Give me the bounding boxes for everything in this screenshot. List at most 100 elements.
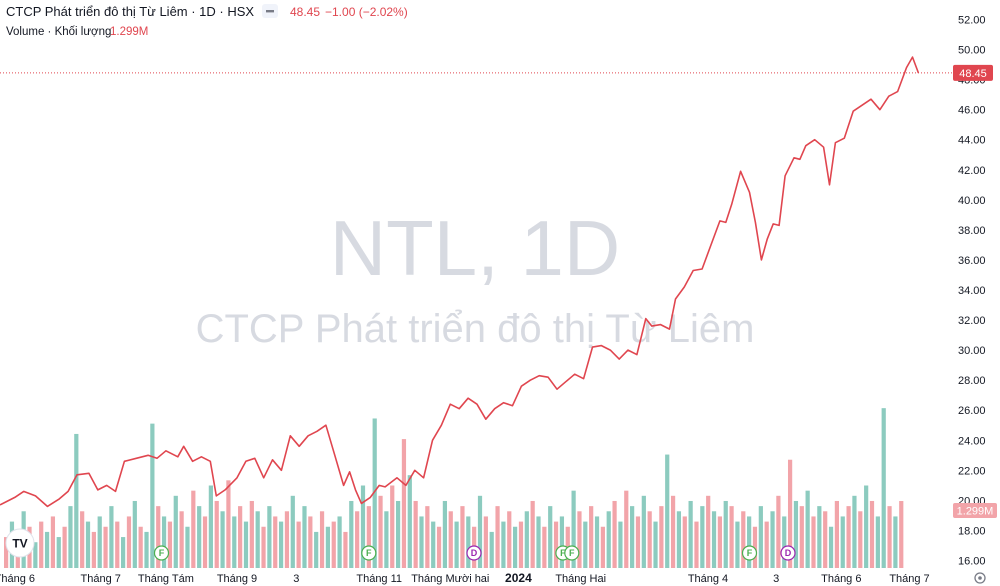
x-tick-label: Tháng Hai (555, 573, 606, 585)
volume-bar (483, 516, 488, 568)
volume-bar (542, 526, 547, 568)
volume-bar (126, 516, 132, 568)
volume-bar (138, 526, 143, 568)
volume-bar (670, 495, 676, 568)
volume-bar (823, 511, 828, 568)
volume-bar (477, 495, 483, 568)
volume-bar (302, 506, 307, 568)
volume-bar (717, 516, 722, 568)
volume-bar (144, 531, 149, 568)
x-tick-label: Tháng 4 (688, 573, 728, 585)
volume-bar (612, 500, 617, 568)
volume-bar (700, 506, 705, 568)
volume-bar (62, 526, 67, 568)
volume-bar (647, 511, 652, 568)
price-series (0, 56, 954, 508)
volume-bar (325, 526, 330, 568)
settings-gear-icon[interactable] (974, 572, 986, 584)
volume-bar (226, 480, 231, 568)
price-change: −1.00 (−2.02%) (325, 5, 408, 19)
x-tick-label: 3 (293, 573, 299, 585)
volume-bar (401, 439, 407, 568)
volume-bar (343, 531, 348, 568)
volume-bar (132, 500, 137, 568)
last-price-tag (953, 64, 993, 81)
volume-bar (852, 495, 857, 568)
volume-bar (390, 485, 395, 568)
y-tick-label: 52.00 (958, 15, 986, 27)
volume-bar (893, 516, 898, 568)
volume-bar (179, 511, 184, 568)
volume-bar (548, 506, 553, 568)
badge-circle (564, 545, 580, 561)
watermark-name: CTCP Phát triển đô thị Từ Liêm (196, 307, 755, 351)
y-tick-label: 18.00 (958, 525, 986, 537)
y-tick-label: 40.00 (958, 195, 986, 207)
volume-bar (436, 526, 442, 568)
volume-bar (413, 500, 418, 568)
last-volume-tag-text: 1.299M (957, 506, 994, 518)
volume-bar (571, 490, 576, 568)
tradingview-logo[interactable]: TV (5, 528, 35, 558)
volume-bar (618, 521, 623, 568)
volume-bar (694, 521, 699, 568)
volume-bar (589, 506, 594, 568)
volume-bar (869, 500, 875, 568)
volume-bar (747, 516, 752, 568)
volume-bar (97, 516, 102, 568)
badge-circle (153, 545, 170, 561)
minus-icon (266, 10, 274, 13)
volume-bar (624, 490, 629, 568)
price-axis[interactable]: 16.0018.0020.0022.0024.0026.0028.0030.00… (953, 15, 997, 568)
volume-bar (278, 521, 284, 568)
badge-letter: F (569, 548, 575, 558)
volume-bar (115, 521, 120, 568)
badge-letter: D (785, 548, 792, 558)
time-axis[interactable]: Tháng 6 Tháng 7 Tháng Tám Tháng 9 3 Tháng 11 T… (0, 571, 930, 585)
volume-bar (787, 459, 793, 568)
volume-bar (80, 511, 85, 568)
volume-bar (156, 506, 161, 568)
volume-bar (232, 516, 237, 568)
dividend-badge[interactable]: D (466, 545, 482, 561)
x-tick-label: Tháng 9 (217, 573, 257, 585)
badge-circle (780, 545, 796, 561)
volume-bar (33, 542, 38, 568)
financial-badge[interactable]: F (361, 545, 377, 561)
y-tick-label: 28.00 (958, 375, 986, 387)
volume-bar (518, 521, 524, 568)
x-tick-label: Tháng 6 (821, 573, 861, 585)
financial-badge[interactable]: F (153, 545, 170, 561)
volume-legend-label: Volume · Khối lượng (6, 26, 111, 38)
legend-collapse-button[interactable] (262, 4, 278, 18)
volume-bar (448, 511, 453, 568)
volume-bar (507, 511, 512, 568)
symbol-title[interactable]: CTCP Phát triển đô thị Từ Liêm · 1D · HS… (6, 4, 254, 19)
dividend-badge[interactable]: D (780, 545, 796, 561)
volume-bar (875, 516, 880, 568)
volume-bar (513, 526, 518, 568)
x-tick-label: 3 (773, 573, 779, 585)
volume-bar (846, 506, 851, 568)
badge-circle (361, 545, 377, 561)
volume-bar (255, 511, 260, 568)
volume-bar (741, 511, 746, 568)
volume-bar (782, 516, 787, 568)
volume-bar (559, 516, 565, 568)
financial-badge[interactable]: F (741, 545, 758, 561)
volume-bar (197, 506, 202, 568)
volume-bar (173, 495, 178, 568)
volume-bar (296, 521, 301, 568)
price-line (0, 56, 920, 508)
volume-bar (284, 511, 290, 568)
volume-bar (314, 531, 319, 568)
financial-badge[interactable]: F (564, 545, 580, 561)
volume-bar (600, 526, 605, 568)
volume-bar (706, 495, 711, 568)
y-tick-label: 38.00 (958, 225, 986, 237)
last-price: 48.45 (290, 5, 320, 19)
volume-bar (495, 506, 500, 568)
volume-bar (665, 454, 670, 568)
